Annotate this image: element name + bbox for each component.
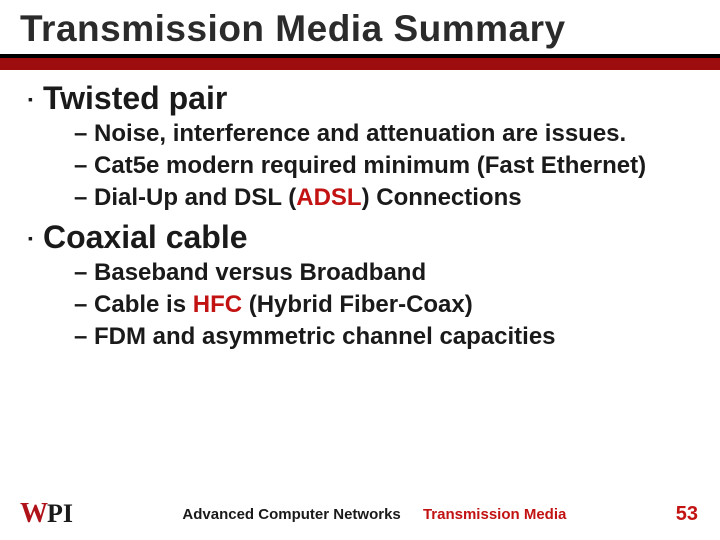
logo-w-glyph: W <box>20 498 46 530</box>
list-item: – Cable is HFC (Hybrid Fiber-Coax) <box>74 290 682 320</box>
bullet-icon: ▪ <box>28 91 33 107</box>
list-item: – Noise, interference and attenuation ar… <box>74 119 682 149</box>
footer-text: Advanced Computer Networks Transmission … <box>73 506 676 523</box>
section-title: Twisted pair <box>43 80 227 117</box>
footer-topic: Transmission Media <box>423 506 566 523</box>
slide-content: ▪ Twisted pair – Noise, interference and… <box>0 70 720 352</box>
emphasis: ADSL <box>296 184 361 211</box>
sub-list: – Noise, interference and attenuation ar… <box>28 119 692 213</box>
logo-pi-glyph: PI <box>47 499 73 529</box>
list-item: – Cat5e modern required minimum (Fast Et… <box>74 151 682 181</box>
section-heading: ▪ Twisted pair <box>28 80 692 117</box>
bullet-icon: ▪ <box>28 230 33 246</box>
emphasis: HFC <box>193 291 242 318</box>
wpi-logo: WPI <box>20 498 73 530</box>
footer-course: Advanced Computer Networks <box>182 506 400 523</box>
section-heading: ▪ Coaxial cable <box>28 219 692 256</box>
list-item: – Dial-Up and DSL (ADSL) Connections <box>74 183 682 213</box>
list-item: – Baseband versus Broadband <box>74 258 682 288</box>
list-item: – FDM and asymmetric channel capacities <box>74 322 682 352</box>
divider-red <box>0 58 720 70</box>
slide-footer: WPI Advanced Computer Networks Transmiss… <box>0 498 720 530</box>
section-title: Coaxial cable <box>43 219 248 256</box>
slide-title: Transmission Media Summary <box>20 8 700 50</box>
page-number: 53 <box>676 503 698 526</box>
sub-list: – Baseband versus Broadband – Cable is H… <box>28 258 692 352</box>
